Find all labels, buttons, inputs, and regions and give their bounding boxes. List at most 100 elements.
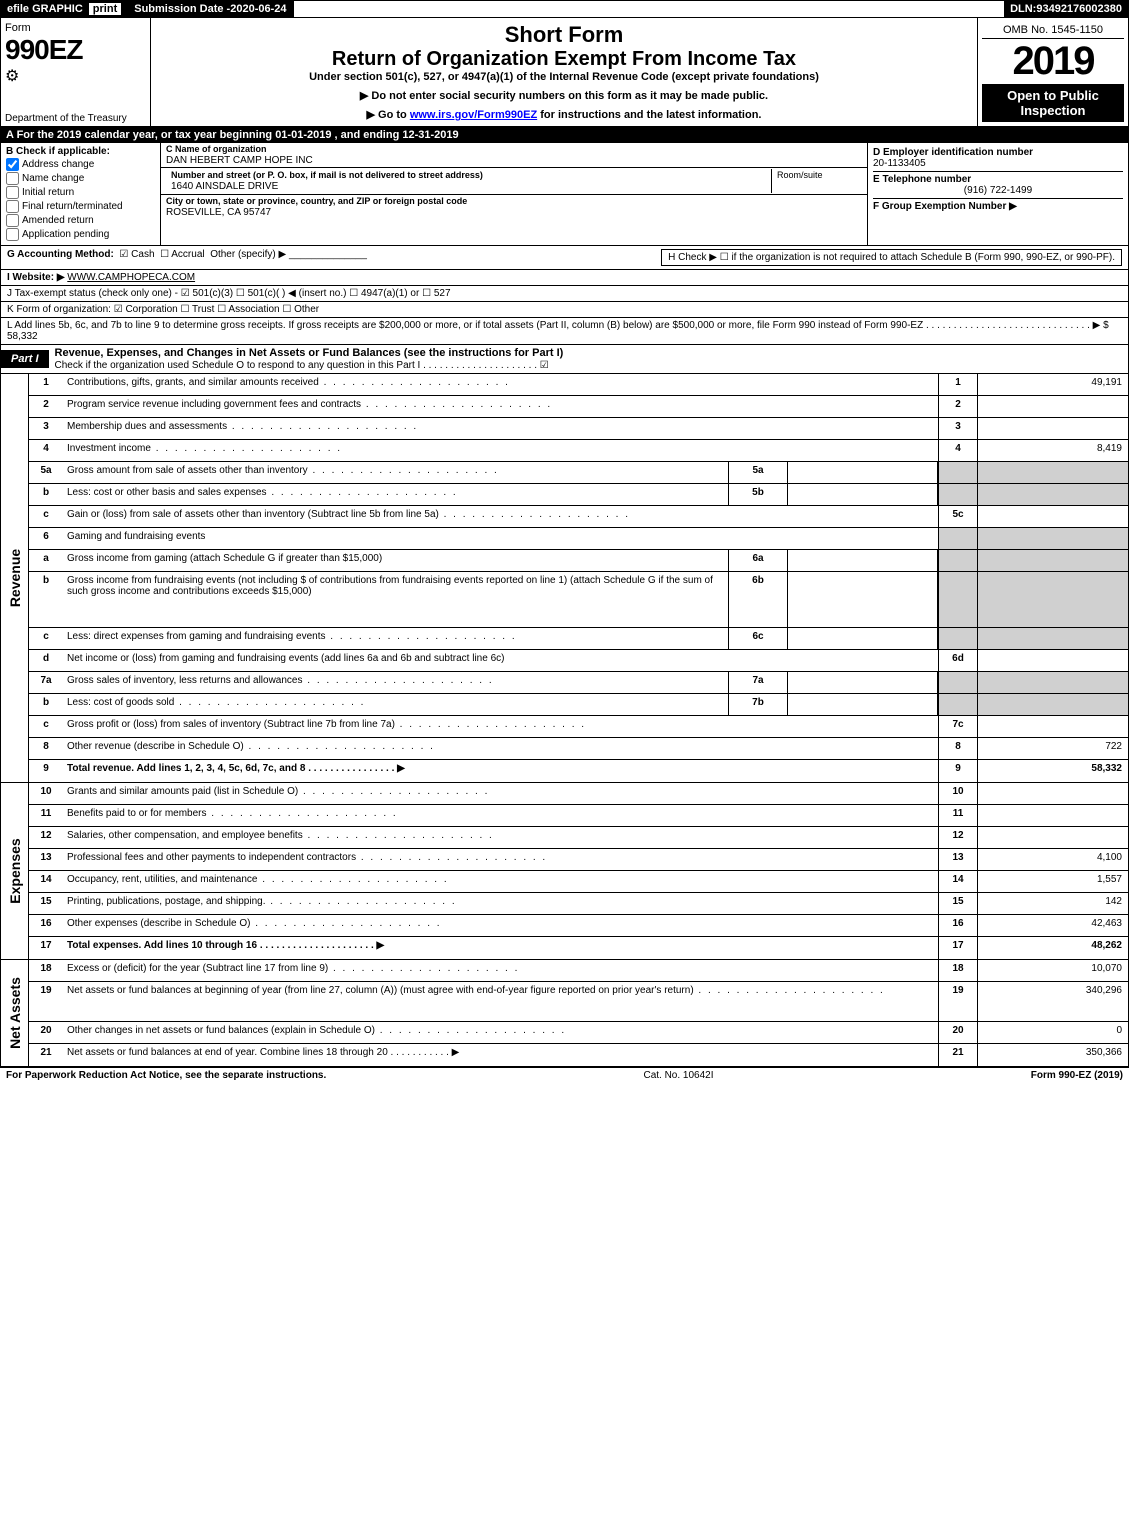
line-14-amount: 1,557 xyxy=(978,871,1128,892)
subdate-label: Submission Date - xyxy=(134,3,230,15)
part-1-bar: Part I Revenue, Expenses, and Changes in… xyxy=(0,345,1129,374)
submission-date: Submission Date - 2020-06-24 xyxy=(128,1,293,17)
row-j: J Tax-exempt status (check only one) - ☑… xyxy=(0,286,1129,302)
line-18-amount: 10,070 xyxy=(978,960,1128,981)
row-l: L Add lines 5b, 6c, and 7b to line 9 to … xyxy=(0,318,1129,345)
part-1-title: Revenue, Expenses, and Changes in Net As… xyxy=(49,345,1128,373)
line-1-amount: 49,191 xyxy=(978,374,1128,395)
dln: DLN: 93492176002380 xyxy=(1004,1,1128,17)
row-gh: G Accounting Method: ☑ Cash ☐ Accrual Ot… xyxy=(0,246,1129,270)
line-2-text: Program service revenue including govern… xyxy=(63,396,938,417)
line-11-amount xyxy=(978,805,1128,826)
row-k: K Form of organization: ☑ Corporation ☐ … xyxy=(0,302,1129,318)
line-17-amount: 48,262 xyxy=(978,937,1128,959)
line-3-text: Membership dues and assessments xyxy=(63,418,938,439)
gross-receipts: 58,332 xyxy=(7,331,38,342)
line-20-text: Other changes in net assets or fund bala… xyxy=(63,1022,938,1043)
goto-suffix: for instructions and the latest informat… xyxy=(540,109,761,121)
revenue-sidelabel: Revenue xyxy=(1,374,29,782)
line-5c-text: Gain or (loss) from sale of assets other… xyxy=(63,506,938,527)
group-exemption-label: F Group Exemption Number ▶ xyxy=(873,201,1123,212)
part-1-tag: Part I xyxy=(1,350,49,368)
line-7b-text: Less: cost of goods sold xyxy=(63,694,728,715)
line-4-amount: 8,419 xyxy=(978,440,1128,461)
address-change-checkbox[interactable]: Address change xyxy=(6,158,155,171)
box-def: D Employer identification number 20-1133… xyxy=(868,143,1128,245)
department: Department of the Treasury xyxy=(5,113,127,124)
line-4-text: Investment income xyxy=(63,440,938,461)
line-6b-text: Gross income from fundraising events (no… xyxy=(63,572,728,627)
tax-year: 2019 xyxy=(982,39,1124,84)
initial-return-checkbox[interactable]: Initial return xyxy=(6,186,155,199)
website-link[interactable]: WWW.CAMPHOPECA.COM xyxy=(67,272,195,283)
line-15-amount: 142 xyxy=(978,893,1128,914)
line-6-text: Gaming and fundraising events xyxy=(63,528,938,549)
org-name: DAN HEBERT CAMP HOPE INC xyxy=(166,155,862,166)
row-i: I Website: ▶ WWW.CAMPHOPECA.COM xyxy=(0,270,1129,286)
expenses-sidelabel: Expenses xyxy=(1,783,29,959)
line-13-amount: 4,100 xyxy=(978,849,1128,870)
print-button[interactable]: print xyxy=(89,3,121,15)
efile-badge: efile GRAPHIC print xyxy=(1,1,128,17)
schedule-b-check: H Check ▶ ☐ if the organization is not r… xyxy=(661,249,1122,266)
street-label: Number and street (or P. O. box, if mail… xyxy=(171,170,483,180)
line-6d-text: Net income or (loss) from gaming and fun… xyxy=(63,650,938,671)
line-2-amount xyxy=(978,396,1128,417)
goto-notice: ▶ Go to www.irs.gov/Form990EZ for instru… xyxy=(161,108,967,121)
ein-label: D Employer identification number xyxy=(873,147,1123,158)
dln-label: DLN: xyxy=(1010,3,1036,15)
line-5a-text: Gross amount from sale of assets other t… xyxy=(63,462,728,483)
city-label: City or town, state or province, country… xyxy=(166,196,467,206)
tel-label: E Telephone number xyxy=(873,174,1123,185)
form-number: 990EZ xyxy=(5,34,146,66)
header-left: Form 990EZ ⚙ Department of the Treasury xyxy=(1,18,151,126)
city: ROSEVILLE, CA 95747 xyxy=(166,207,862,218)
goto-prefix: ▶ Go to xyxy=(367,109,410,121)
application-pending-checkbox[interactable]: Application pending xyxy=(6,228,155,241)
revenue-section: Revenue 1Contributions, gifts, grants, a… xyxy=(0,374,1129,783)
return-title: Return of Organization Exempt From Incom… xyxy=(161,48,967,71)
line-5c-amount xyxy=(978,506,1128,527)
line-6a-text: Gross income from gaming (attach Schedul… xyxy=(63,550,728,571)
line-11-text: Benefits paid to or for members xyxy=(63,805,938,826)
instructions-link[interactable]: www.irs.gov/Form990EZ xyxy=(410,109,537,121)
name-change-checkbox[interactable]: Name change xyxy=(6,172,155,185)
line-15-text: Printing, publications, postage, and shi… xyxy=(63,893,938,914)
expenses-section: Expenses 10Grants and similar amounts pa… xyxy=(0,783,1129,960)
form-label: Form xyxy=(5,22,146,34)
line-10-text: Grants and similar amounts paid (list in… xyxy=(63,783,938,804)
subdate-value: 2020-06-24 xyxy=(230,3,286,15)
line-6d-amount xyxy=(978,650,1128,671)
street: 1640 AINSDALE DRIVE xyxy=(171,181,766,192)
line-8-amount: 722 xyxy=(978,738,1128,759)
final-return-checkbox[interactable]: Final return/terminated xyxy=(6,200,155,213)
page-footer: For Paperwork Reduction Act Notice, see … xyxy=(0,1067,1129,1083)
open-to-public: Open to Public Inspection xyxy=(982,84,1124,122)
short-form-title: Short Form xyxy=(161,22,967,48)
line-10-amount xyxy=(978,783,1128,804)
netassets-sidelabel: Net Assets xyxy=(1,960,29,1066)
line-7c-amount xyxy=(978,716,1128,737)
line-21-amount: 350,366 xyxy=(978,1044,1128,1066)
irs-logo-icon: ⚙ xyxy=(5,66,146,86)
line-3-amount xyxy=(978,418,1128,439)
box-b: B Check if applicable: Address change Na… xyxy=(1,143,161,245)
line-9-amount: 58,332 xyxy=(978,760,1128,782)
ssn-notice: ▶ Do not enter social security numbers o… xyxy=(161,89,967,102)
org-name-label: C Name of organization xyxy=(166,144,267,154)
room-suite-label: Room/suite xyxy=(772,169,862,193)
line-7a-text: Gross sales of inventory, less returns a… xyxy=(63,672,728,693)
paperwork-notice: For Paperwork Reduction Act Notice, see … xyxy=(6,1070,326,1081)
catalog-number: Cat. No. 10642I xyxy=(326,1070,1030,1081)
line-12-amount xyxy=(978,827,1128,848)
under-section: Under section 501(c), 527, or 4947(a)(1)… xyxy=(161,71,967,83)
netassets-section: Net Assets 18Excess or (deficit) for the… xyxy=(0,960,1129,1067)
line-8-text: Other revenue (describe in Schedule O) xyxy=(63,738,938,759)
top-bar: efile GRAPHIC print Submission Date - 20… xyxy=(0,0,1129,18)
accounting-method: G Accounting Method: ☑ Cash ☐ Accrual Ot… xyxy=(7,249,367,266)
amended-return-checkbox[interactable]: Amended return xyxy=(6,214,155,227)
form-header: Form 990EZ ⚙ Department of the Treasury … xyxy=(0,18,1129,127)
line-1-text: Contributions, gifts, grants, and simila… xyxy=(63,374,938,395)
box-c: C Name of organization DAN HEBERT CAMP H… xyxy=(161,143,868,245)
box-b-label: B Check if applicable: xyxy=(6,146,155,157)
